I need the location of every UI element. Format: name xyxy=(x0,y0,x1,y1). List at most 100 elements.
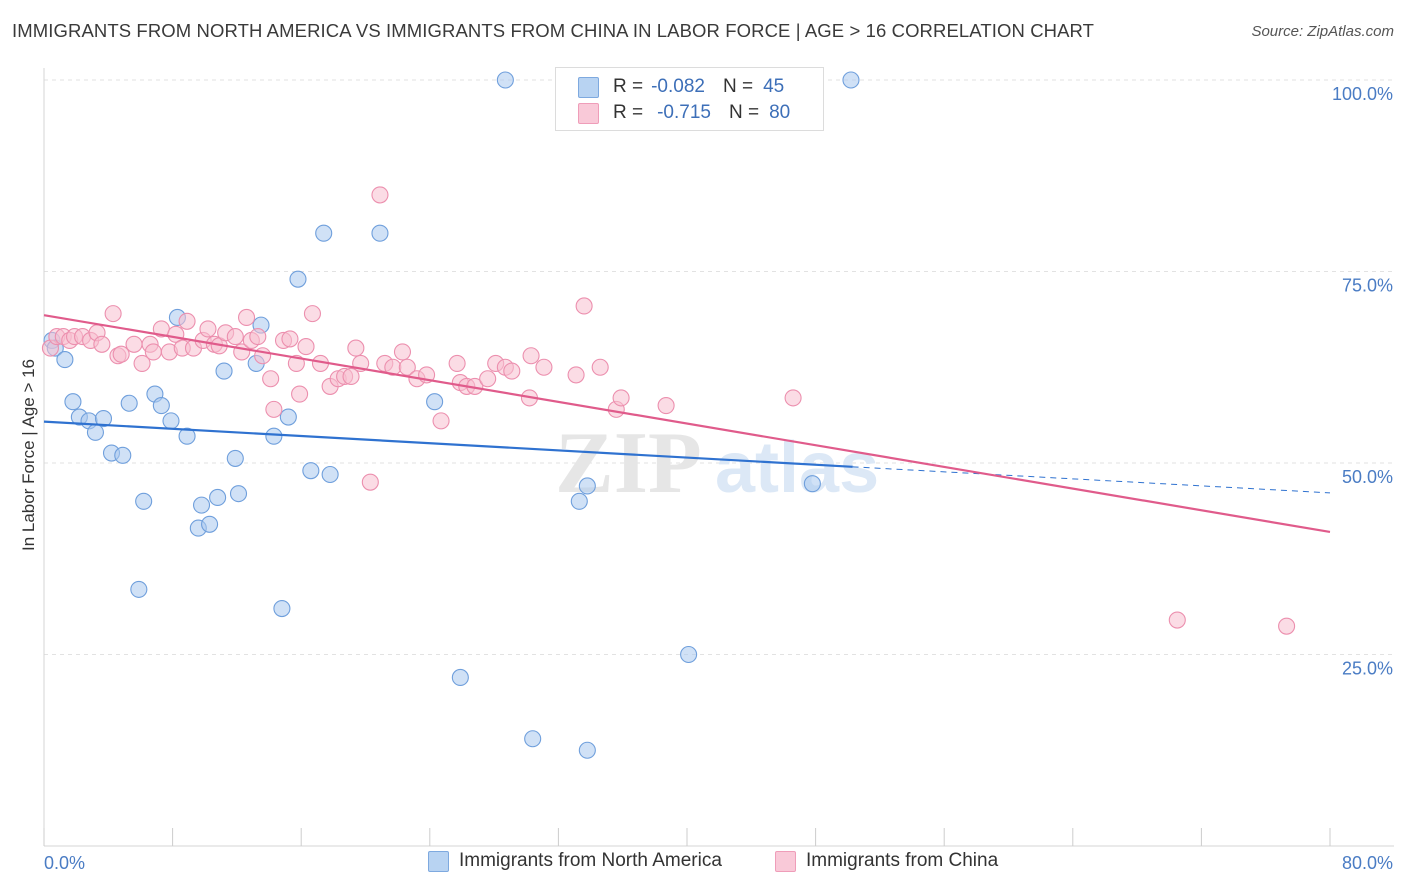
china-point xyxy=(503,362,521,380)
north-america-point xyxy=(265,427,283,445)
north-america-point xyxy=(570,492,588,510)
china-point xyxy=(226,328,244,346)
north-america-point xyxy=(226,449,244,467)
series-legend-china: Immigrants from China xyxy=(775,850,998,872)
china-point xyxy=(432,412,450,430)
north-america-point xyxy=(279,408,297,426)
y-axis-label: In Labor Force | Age > 16 xyxy=(19,359,38,551)
north-america-point xyxy=(135,492,153,510)
source-credit: Source: ZipAtlas.com xyxy=(1251,23,1394,40)
china-point xyxy=(448,354,466,372)
china-point xyxy=(393,343,412,361)
north-america-point xyxy=(120,394,138,412)
china-point xyxy=(281,330,299,348)
north-america-point xyxy=(192,496,211,514)
china-point xyxy=(612,389,630,407)
north-america-point xyxy=(114,446,132,464)
north-america-point xyxy=(152,396,170,415)
legend-r-value: -0.715 xyxy=(657,102,711,123)
china-point xyxy=(591,358,609,376)
china-point xyxy=(291,385,309,403)
data-points xyxy=(41,71,1296,759)
legend-n-label: N = xyxy=(728,102,760,123)
series-name: Immigrants from North America xyxy=(459,850,722,871)
china-point xyxy=(297,338,315,356)
north-america-point xyxy=(371,224,389,242)
china-trend-line xyxy=(43,314,1331,534)
trend-lines xyxy=(43,314,1331,534)
north-america-point xyxy=(56,351,74,369)
legend-n-label: N = xyxy=(722,76,754,97)
north-america-point xyxy=(209,488,227,507)
north-america-point xyxy=(578,741,596,759)
north-america-point xyxy=(289,270,307,288)
pink-swatch-icon xyxy=(775,850,796,872)
legend-r-label: R = xyxy=(613,76,644,97)
north-america-point xyxy=(680,645,698,664)
china-point xyxy=(199,320,217,338)
china-point xyxy=(249,328,267,346)
north-america-point xyxy=(842,71,860,89)
north-america-point xyxy=(201,515,219,533)
blue-swatch-icon xyxy=(428,850,449,872)
china-point xyxy=(371,186,389,204)
north-america-point xyxy=(496,71,514,89)
north-america-point xyxy=(302,462,320,480)
north-america-point xyxy=(178,427,196,445)
china-point xyxy=(479,370,497,388)
china-point xyxy=(522,347,540,365)
y-tick-labels: 25.0% 50.0% 75.0% 100.0% xyxy=(1332,84,1393,679)
china-point xyxy=(1278,617,1296,635)
china-point xyxy=(104,305,122,323)
china-point xyxy=(144,343,162,361)
china-point xyxy=(303,305,322,323)
china-point xyxy=(93,335,111,353)
chart-title: IMMIGRANTS FROM NORTH AMERICA VS IMMIGRA… xyxy=(12,20,1095,41)
series-legend-north-america: Immigrants from North America xyxy=(428,850,722,872)
china-point xyxy=(237,308,256,327)
north-america-point xyxy=(215,362,233,380)
north-america-point xyxy=(524,730,542,748)
china-point xyxy=(398,358,416,376)
y-tick-label: 25.0% xyxy=(1342,659,1393,679)
north-america-trend-extension xyxy=(852,466,1331,494)
china-point xyxy=(178,312,196,330)
china-point xyxy=(784,389,802,407)
china-point xyxy=(535,358,553,376)
gridlines xyxy=(44,79,1394,655)
north-america-point xyxy=(803,475,821,493)
x-tick-label-min: 0.0% xyxy=(44,853,85,873)
china-point xyxy=(567,366,585,384)
china-point xyxy=(265,400,283,418)
series-name: Immigrants from China xyxy=(806,850,999,871)
y-tick-label: 100.0% xyxy=(1332,84,1393,104)
legend-n-value: 45 xyxy=(763,76,785,97)
correlation-legend: R = -0.082 N = 45 R = -0.715 N = 80 xyxy=(555,67,824,131)
y-tick-label: 75.0% xyxy=(1342,276,1393,296)
y-tick-label: 50.0% xyxy=(1342,467,1393,487)
north-america-point xyxy=(273,599,291,618)
north-america-point xyxy=(229,485,248,503)
north-america-point xyxy=(315,224,333,242)
north-america-point xyxy=(94,410,113,428)
north-america-point xyxy=(130,580,148,598)
china-point xyxy=(262,370,280,388)
north-america-trend-line xyxy=(43,420,853,468)
north-america-point xyxy=(451,668,469,687)
china-point xyxy=(133,354,151,372)
china-point xyxy=(1168,611,1186,629)
legend-r-label: R = xyxy=(613,102,644,123)
legend-r-value: -0.082 xyxy=(651,76,705,97)
china-point xyxy=(361,473,379,491)
china-point xyxy=(575,297,593,315)
watermark-atlas: atlas xyxy=(715,428,879,508)
legend-row-north-america: R = -0.082 N = 45 xyxy=(578,75,784,99)
pink-swatch-icon xyxy=(578,102,599,124)
north-america-point xyxy=(321,465,339,484)
axes xyxy=(43,68,1394,847)
x-tick-labels: 0.0% 80.0% xyxy=(44,853,1393,873)
x-tick-label-max: 80.0% xyxy=(1342,853,1393,873)
china-point xyxy=(125,335,143,353)
china-point xyxy=(342,367,360,385)
